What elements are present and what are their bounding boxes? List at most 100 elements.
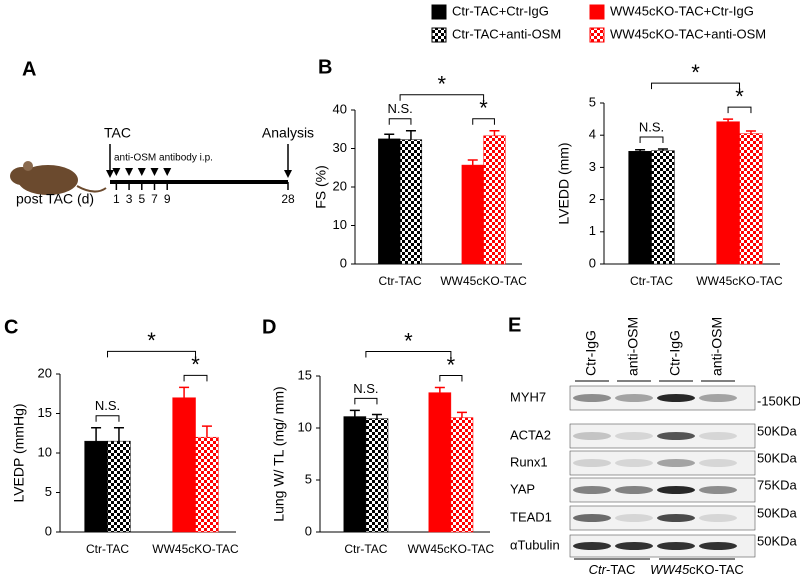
error-bar [405,130,416,140]
significance-label: * [191,352,200,377]
panel-letter: C [4,316,18,338]
bar [378,138,401,265]
lane-label: Ctr-IgG [667,330,683,376]
bar [343,416,367,533]
error-bar [179,386,190,398]
blot-band [573,394,611,402]
day-label: 1 [113,192,120,206]
blot-band [573,514,611,522]
marker-label: 50KDa [757,533,798,548]
blot-band [615,459,653,467]
injection-marker [150,168,159,176]
x-tick-label: WW45cKO-TAC [696,274,783,288]
injection-marker [112,168,121,176]
significance-label: N.S. [639,119,664,134]
lane-label: anti-OSM [625,317,641,376]
marker-label: 50KDa [757,423,798,438]
bar [651,150,675,265]
bracket [107,350,197,358]
panel-letter: E [508,314,521,336]
blot-band [699,432,737,440]
y-axis-label: FS (%) [313,165,329,209]
error-bar [113,426,124,442]
bar [716,121,740,265]
panel-letter: B [318,56,332,78]
bar [195,436,219,533]
y-tick-label: 5 [305,471,312,486]
bracket [439,374,463,382]
x-tick-label: Ctr-TAC [630,274,673,288]
significance-label: N.S. [387,101,412,116]
error-bar [201,425,212,438]
x-tick-label: WW45cKO-TAC [440,274,527,288]
y-tick-label: 5 [45,484,52,499]
y-axis-label: LVEDD (mm) [556,142,572,224]
mouse-icon [10,161,107,195]
error-bar [456,411,467,418]
blot-band [573,486,611,494]
bar [365,418,389,533]
y-tick-label: 0 [305,523,312,538]
error-bar [635,148,646,152]
group-label-part: -TAC [606,562,635,577]
protein-label: TEAD1 [510,509,552,524]
blot-band [615,486,653,494]
y-tick-label: 2 [589,191,596,206]
y-tick-label: 5 [589,94,596,109]
blot-band [657,432,695,440]
blot-band [699,486,737,494]
panel-letter: D [262,316,276,338]
error-bar [91,426,102,442]
day-label: 9 [164,192,171,206]
timeline-label: Analysis [262,125,314,141]
bar [428,392,452,533]
group-label-part: Ctr [589,562,607,577]
significance-label: * [691,60,700,85]
timeline-label: post TAC (d) [16,191,94,207]
marker-label: 75KDa [757,477,798,492]
bracket [354,397,378,405]
bar [107,440,131,533]
y-tick-label: 1 [589,223,596,238]
legend-swatch [589,4,605,20]
bar [483,135,506,265]
significance-label: * [479,96,488,121]
legend-swatch [431,27,447,43]
panel-letter: A [22,58,36,80]
bar [172,397,196,533]
bracket [727,106,752,114]
arrowhead [284,170,292,178]
bracket [399,94,485,101]
protein-label: YAP [510,481,535,496]
legend-label: Ctr-TAC+anti-OSM [452,26,561,41]
error-bar [384,133,395,139]
bar [628,151,652,265]
injection-marker [137,168,146,176]
protein-label: MYH7 [510,389,546,404]
legend-swatch [431,4,447,20]
injection-marker [163,168,172,176]
y-tick-label: 40 [333,101,347,116]
y-axis-label: LVEDP (mmHg) [11,403,27,502]
error-bar [657,148,668,151]
significance-label: N.S. [353,381,378,396]
significance-label: * [735,84,744,109]
y-tick-label: 4 [589,127,596,142]
bar [399,139,423,265]
bar [461,164,484,265]
error-bar [434,386,445,393]
protein-label: αTubulin [510,537,560,552]
blot-band [657,486,695,494]
y-tick-label: 10 [333,217,347,232]
x-tick-label: Ctr-TAC [86,542,129,556]
bracket [639,136,664,144]
error-bar [467,159,478,166]
bracket [388,118,412,125]
y-tick-label: 3 [589,159,596,174]
x-tick-label: Ctr-TAC [344,542,387,556]
y-tick-label: 15 [38,405,52,420]
bar [84,440,108,533]
bracket [472,118,495,125]
y-tick-label: 0 [589,255,596,270]
